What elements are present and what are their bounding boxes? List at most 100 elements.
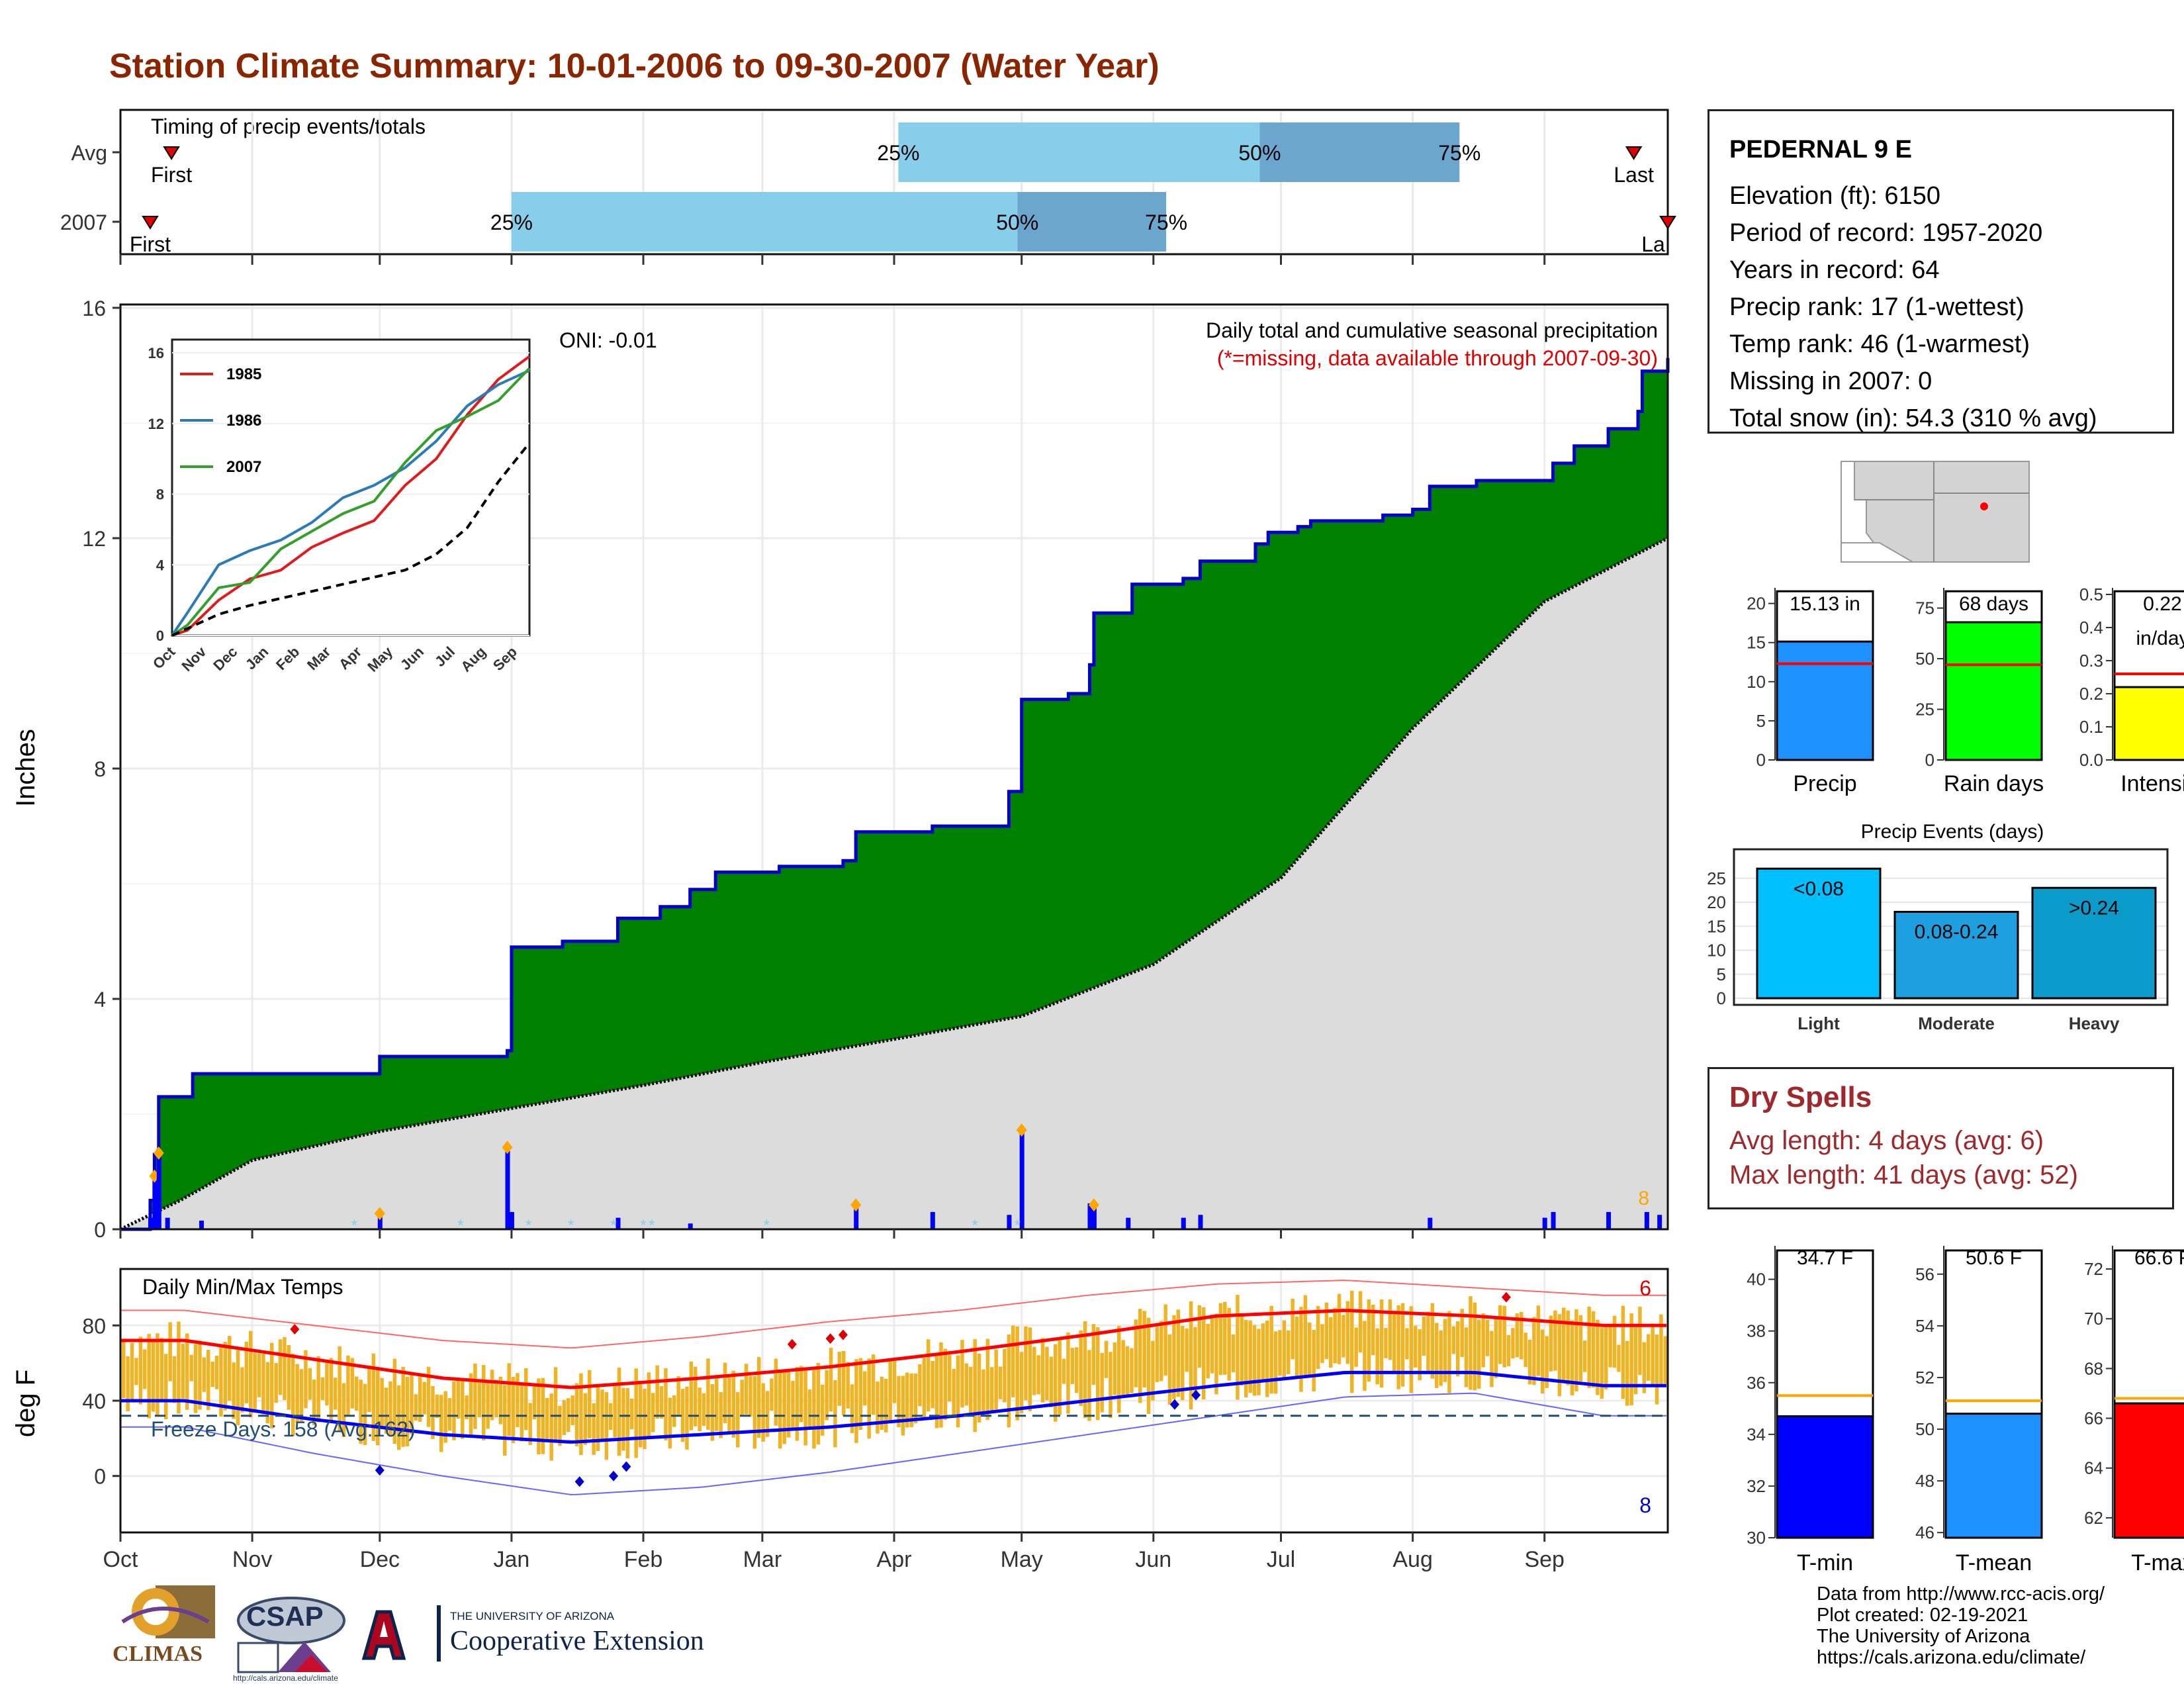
mini-y-tick-label: 0.4 (2079, 618, 2103, 637)
daily-temp-bar (1629, 1313, 1633, 1405)
daily-temp-bar (934, 1356, 939, 1429)
daily-temp-bar (1244, 1319, 1248, 1397)
month-label: Mar (743, 1547, 782, 1572)
daily-temp-bar (1562, 1307, 1566, 1382)
precip-y-tick-label: 8 (94, 757, 106, 781)
last-event-label: Last (1614, 163, 1654, 187)
temp-summary-bars: 30 32 34 36 38 40 34.7 F T-min 46 48 50 52 54 56 50.6 … (1747, 1246, 2184, 1575)
daily-temp-bar (867, 1358, 871, 1439)
tbar-label: T-max (2131, 1550, 2184, 1575)
daily-temp-bar (1633, 1327, 1638, 1395)
ua-a-emblem (361, 1610, 406, 1660)
daily-temp-bar (715, 1374, 719, 1431)
daily-precip-bar (156, 1154, 161, 1229)
daily-temp-bar (1392, 1313, 1396, 1372)
daily-precip-bar (1007, 1215, 1012, 1229)
daily-precip-bar (1019, 1131, 1024, 1229)
daily-temp-bar (1316, 1305, 1320, 1370)
daily-temp-bar (1358, 1291, 1363, 1353)
station-elevation: Elevation (ft): 6150 (1729, 182, 1940, 210)
timing-bar-q2 (511, 192, 1018, 252)
mini-y-tick-label: 0.5 (2079, 585, 2103, 604)
daily-temp-bar (909, 1373, 913, 1427)
daily-precip-bar (199, 1220, 205, 1229)
daily-temp-bar (516, 1373, 520, 1427)
daily-temp-bar (553, 1367, 558, 1441)
daily-temp-bar (477, 1382, 482, 1418)
daily-temp-bar (736, 1392, 740, 1448)
daily-temp-bar (1163, 1304, 1167, 1376)
daily-temp-bar (706, 1358, 710, 1430)
daily-temp-bar (1202, 1307, 1206, 1400)
daily-temp-bar (232, 1362, 236, 1419)
daily-temp-bar (1456, 1321, 1460, 1377)
summary-bars: 0 5 10 15 20 15.13 in Precip 0 25 50 75 68 days Rain… (1747, 585, 2184, 796)
daily-temp-bar (931, 1360, 934, 1409)
record-temp-marker (609, 1470, 619, 1481)
daily-temp-bar (1091, 1324, 1096, 1385)
daily-temp-bar (439, 1395, 443, 1452)
daily-temp-bar (185, 1333, 189, 1410)
missing-data-marker: * (568, 1217, 574, 1235)
daily-temp-bar (994, 1349, 998, 1410)
temp-y-axis-label: deg F (11, 1370, 40, 1437)
tbar-y-tick-label: 66 (2084, 1409, 2103, 1429)
daily-temp-bar (380, 1378, 384, 1428)
daily-temp-bar (799, 1366, 803, 1423)
daily-temp-bar (397, 1385, 401, 1450)
daily-temp-bar (295, 1364, 299, 1423)
daily-temp-bar (901, 1376, 905, 1436)
daily-temp-bar (244, 1341, 249, 1403)
daily-temp-bar (363, 1383, 367, 1446)
tbar-y-tick-label: 30 (1747, 1528, 1766, 1548)
precip-y-tick-label: 4 (94, 988, 106, 1011)
daily-temp-bar (770, 1378, 774, 1411)
daily-temp-bar (1604, 1325, 1608, 1389)
daily-temp-bar (1295, 1316, 1299, 1378)
cumulative-precip-line (120, 357, 1670, 1231)
daily-temp-bar (1578, 1315, 1583, 1382)
tbar-y-tick-label: 52 (1915, 1368, 1934, 1387)
month-label: Jun (1135, 1547, 1171, 1572)
daily-temp-bar (558, 1405, 562, 1446)
inset-x-tick-label: Apr (336, 643, 365, 673)
inset-x-tick-label: Feb (273, 643, 302, 673)
timing-p50-label: 50% (996, 211, 1038, 234)
event-bar-label: 0.08-0.24 (1915, 921, 1999, 943)
daily-temp-bar (359, 1380, 363, 1444)
daily-temp-bar (1282, 1320, 1287, 1379)
dry-spells-max: Max length: 41 days (avg: 52) (1729, 1160, 2078, 1190)
daily-temp-bar (943, 1348, 948, 1421)
daily-temp-bar (507, 1363, 511, 1436)
daily-temp-bar (1460, 1309, 1464, 1357)
daily-temp-bar (1324, 1302, 1329, 1360)
tbar-y-tick-label: 48 (1915, 1471, 1934, 1491)
mini-y-tick-label: 0.3 (2079, 651, 2103, 671)
temp-y-tick-label: 80 (82, 1314, 106, 1338)
daily-temp-bar (503, 1385, 507, 1456)
daily-temp-bar (1447, 1311, 1451, 1393)
daily-temp-bar (625, 1388, 630, 1459)
daily-precip-bar (1181, 1217, 1186, 1229)
daily-temp-bar (143, 1349, 147, 1389)
daily-temp-bar (939, 1342, 943, 1428)
daily-temp-bar (1146, 1317, 1151, 1414)
missing-data-marker: * (457, 1217, 463, 1235)
daily-temp-bar (1036, 1355, 1040, 1395)
missing-data-marker: * (351, 1217, 357, 1235)
daily-temp-bar (1155, 1325, 1160, 1382)
extreme-precip-marker (502, 1141, 513, 1154)
daily-temp-bar (1273, 1331, 1278, 1394)
daily-temp-bar (1375, 1328, 1379, 1385)
timing-bar-q2 (898, 122, 1260, 182)
month-label: May (1001, 1547, 1043, 1572)
daily-temp-bar (1596, 1319, 1600, 1395)
event-bar (1756, 867, 1882, 1000)
daily-temp-bar (842, 1350, 846, 1416)
daily-temp-bar (617, 1368, 621, 1456)
daily-temp-bar (465, 1395, 469, 1420)
daily-temp-bar (664, 1368, 668, 1440)
daily-temp-bar (1214, 1313, 1218, 1395)
daily-temp-bar (927, 1339, 931, 1412)
climas-text: CLIMAS (113, 1642, 203, 1666)
